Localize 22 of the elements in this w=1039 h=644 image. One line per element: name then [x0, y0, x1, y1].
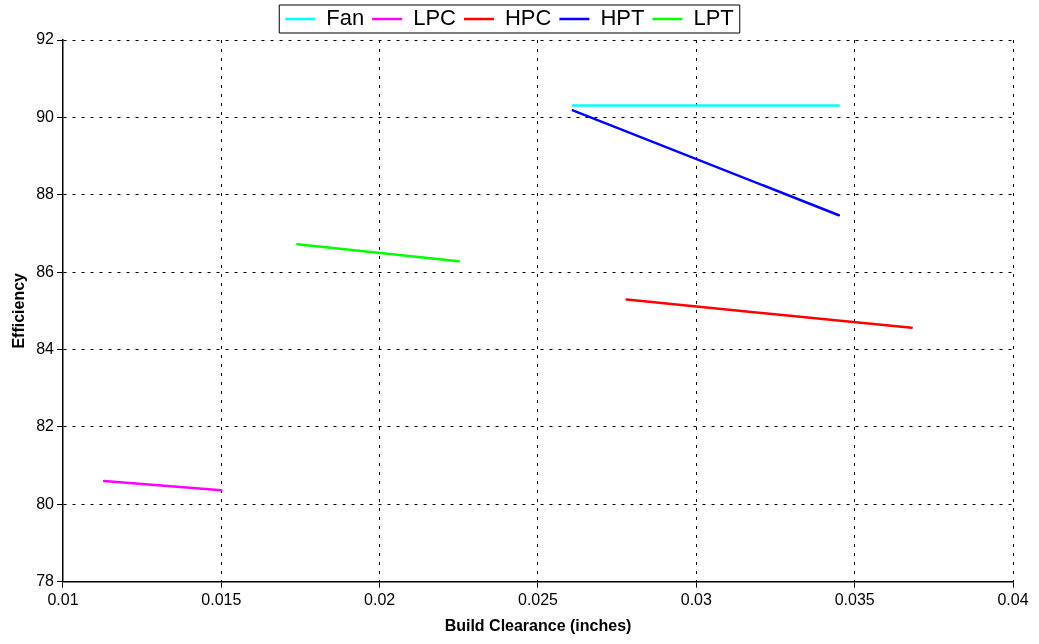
x-tick-label: 0.03: [680, 590, 712, 608]
x-tick-label: 0.015: [201, 590, 242, 608]
legend-label: LPC: [413, 5, 457, 31]
y-tick-label: 86: [36, 262, 55, 280]
legend-label: HPT: [600, 5, 645, 31]
y-tick-label: 80: [36, 494, 55, 512]
legend-label: Fan: [326, 5, 365, 31]
x-tick-label: 0.01: [47, 590, 79, 608]
x-tick-label: 0.035: [834, 590, 875, 608]
y-axis-title: Efficiency: [10, 272, 28, 349]
x-tick-label: 0.04: [997, 590, 1029, 608]
x-axis-title: Build Clearance (inches): [444, 616, 632, 634]
y-tick-label: 78: [36, 572, 55, 590]
y-tick-label: 88: [36, 185, 55, 203]
x-tick-label: 0.02: [364, 590, 396, 608]
legend-label: HPC: [504, 5, 552, 31]
y-tick-label: 84: [36, 339, 55, 357]
y-tick-label: 82: [36, 417, 55, 435]
y-tick-label: 92: [36, 30, 55, 48]
x-tick-label: 0.025: [517, 590, 559, 608]
legend-label: LPT: [693, 5, 734, 31]
y-tick-label: 90: [36, 107, 55, 125]
